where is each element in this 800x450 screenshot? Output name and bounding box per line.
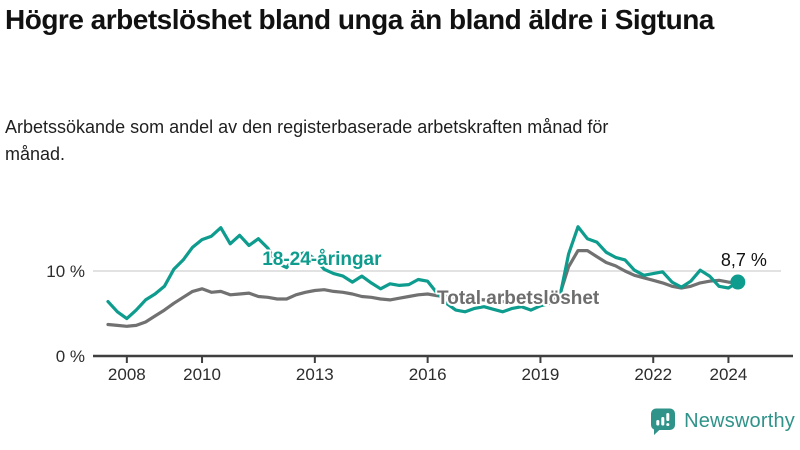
x-tick-label-2022: 2022 [634, 365, 672, 384]
series-line-18-24-åringar [106, 225, 740, 321]
unemployment-line-chart: 2008 2010 2013 2016 2019 2022 2024 0 % 10 % Total… [46, 225, 793, 384]
x-tick-label-2010: 2010 [183, 365, 221, 384]
x-tick-label-2019: 2019 [522, 365, 560, 384]
series-label-18-24-åringar: 18-24-åringar [262, 249, 382, 270]
x-tick-label-2013: 2013 [296, 365, 334, 384]
x-tick-label-2008: 2008 [108, 365, 146, 384]
series-line-Total arbetslöshet [106, 248, 740, 328]
y-tick-label-10: 10 % [46, 262, 85, 281]
newsworthy-logo-text: Newsworthy [684, 410, 795, 432]
x-tick-label-2016: 2016 [409, 365, 447, 384]
latest-value-dot [730, 274, 746, 290]
page-subtitle: Arbetssökande som andel av den registerb… [5, 117, 609, 164]
page-title: Högre arbetslöshet bland unga än bland ä… [5, 4, 714, 35]
y-tick-label-0: 0 % [56, 347, 85, 366]
series-label-Total arbetslöshet: Total arbetslöshet [437, 288, 600, 309]
newsworthy-logo[interactable]: Newsworthy [650, 408, 795, 435]
newsworthy-logo-icon [651, 408, 676, 435]
x-tick-label-2024: 2024 [710, 365, 748, 384]
latest-value-annotation: 8,7 % [721, 250, 767, 270]
